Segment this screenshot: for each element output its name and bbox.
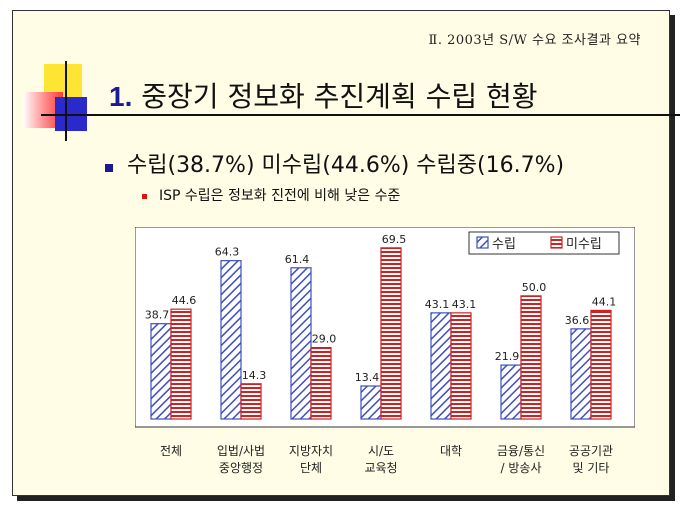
bar-established-3 xyxy=(360,385,382,420)
data-label-1-1: 14.3 xyxy=(242,369,267,382)
slide-title: 1. 중장기 정보화 추진계획 수립 현황 xyxy=(109,75,538,115)
data-label-0-4: 43.1 xyxy=(425,298,450,311)
data-label-1-5: 50.0 xyxy=(522,281,547,294)
bar-not-established-4 xyxy=(450,312,472,420)
bar-not-established-3 xyxy=(380,247,402,420)
data-label-0-2: 61.4 xyxy=(285,253,310,266)
title-text: 중장기 정보화 추진계획 수립 현황 xyxy=(141,80,538,113)
bar-not-established-5 xyxy=(520,295,542,420)
category-label-1: 중앙행정 xyxy=(219,460,263,475)
category-label-6: 및 기타 xyxy=(573,461,610,475)
data-label-0-0: 38.7 xyxy=(145,309,170,322)
bar-established-2 xyxy=(290,267,312,420)
bar-not-established-2 xyxy=(310,346,332,420)
category-label-4: 대학 xyxy=(440,444,462,458)
legend-swatch-0 xyxy=(476,236,489,249)
bullet-square-icon xyxy=(105,164,113,172)
category-label-3: 시/도 xyxy=(368,444,394,458)
legend-box xyxy=(468,231,620,255)
category-label-1: 입법/사법 xyxy=(217,444,265,458)
category-label-5: / 방송사 xyxy=(501,461,542,475)
bar-established-5 xyxy=(500,364,522,420)
summary-line: 수립(38.7%) 미수립(44.6%) 수립중(16.7%) xyxy=(127,153,565,178)
bar-established-4 xyxy=(430,312,452,420)
category-label-0: 전체 xyxy=(160,444,182,458)
section-header: Ⅱ. 2003년 S/W 수요 조사결과 요약 xyxy=(428,33,641,48)
data-label-1-3: 69.5 xyxy=(382,233,407,246)
category-label-3: 교육청 xyxy=(364,461,397,475)
data-label-1-2: 29.0 xyxy=(312,333,337,346)
bar-not-established-0 xyxy=(170,308,192,420)
sub-point: ISP 수립은 정보화 진전에 비해 낮은 수준 xyxy=(159,188,401,204)
bar-established-1 xyxy=(220,260,242,420)
legend-swatch-1 xyxy=(550,236,563,249)
bar-established-0 xyxy=(150,323,172,420)
title-number: 1. xyxy=(109,81,133,112)
category-label-5: 금융/통신 xyxy=(497,444,545,458)
bar-not-established-1 xyxy=(240,383,262,420)
decor-vertical-line xyxy=(65,61,67,141)
data-label-1-0: 44.6 xyxy=(172,294,197,307)
data-label-1-4: 43.1 xyxy=(452,298,477,311)
chart-legend: 수립 미수립 xyxy=(468,231,620,255)
data-label-0-6: 36.6 xyxy=(565,314,590,327)
data-label-1-6: 44.1 xyxy=(592,295,617,308)
legend-label-0: 수립 xyxy=(492,237,516,252)
title-underline xyxy=(41,114,680,116)
category-label-2: 지방자치 xyxy=(289,444,333,458)
category-label-6: 공공기관 xyxy=(569,444,613,458)
category-label-2: 단체 xyxy=(300,461,322,475)
data-label-0-5: 21.9 xyxy=(495,350,520,363)
data-label-0-1: 64.3 xyxy=(215,246,240,259)
bullet-small-square-icon xyxy=(142,194,147,199)
legend-label-1: 미수립 xyxy=(566,237,602,252)
bar-not-established-6 xyxy=(590,309,612,420)
bar-established-6 xyxy=(570,328,592,420)
slide: Ⅱ. 2003년 S/W 수요 조사결과 요약 1. 중장기 정보화 추진계획 … xyxy=(12,10,680,496)
data-label-0-3: 13.4 xyxy=(355,371,380,384)
